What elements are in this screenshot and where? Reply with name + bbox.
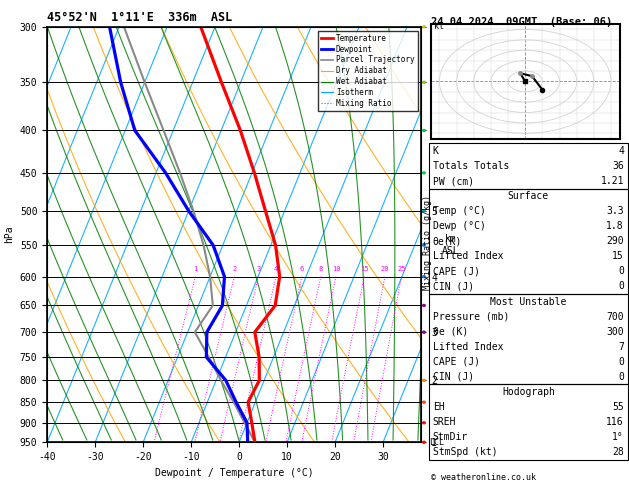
X-axis label: Dewpoint / Temperature (°C): Dewpoint / Temperature (°C) [155, 468, 314, 478]
Text: 3.3: 3.3 [606, 206, 624, 216]
Text: © weatheronline.co.uk: © weatheronline.co.uk [431, 473, 536, 482]
Text: 1.21: 1.21 [601, 176, 624, 186]
Text: 1: 1 [193, 266, 198, 272]
Text: 6: 6 [299, 266, 304, 272]
Text: 1.8: 1.8 [606, 221, 624, 231]
Text: 25: 25 [397, 266, 406, 272]
Y-axis label: km
ASL: km ASL [442, 235, 460, 256]
Text: 15: 15 [612, 251, 624, 261]
Text: Mixing Ratio (g/kg): Mixing Ratio (g/kg) [423, 195, 432, 291]
Text: LCL: LCL [429, 438, 444, 447]
Text: Totals Totals: Totals Totals [433, 161, 509, 171]
Text: 700: 700 [606, 312, 624, 322]
Text: Lifted Index: Lifted Index [433, 251, 503, 261]
Text: 28: 28 [612, 447, 624, 457]
Text: 1°: 1° [612, 432, 624, 442]
Text: 3: 3 [256, 266, 260, 272]
Text: 116: 116 [606, 417, 624, 427]
Text: Surface: Surface [508, 191, 549, 201]
Text: CAPE (J): CAPE (J) [433, 357, 480, 367]
Legend: Temperature, Dewpoint, Parcel Trajectory, Dry Adiabat, Wet Adiabat, Isotherm, Mi: Temperature, Dewpoint, Parcel Trajectory… [318, 31, 418, 111]
Text: PW (cm): PW (cm) [433, 176, 474, 186]
Text: CAPE (J): CAPE (J) [433, 266, 480, 277]
Text: SREH: SREH [433, 417, 456, 427]
Text: 0: 0 [618, 357, 624, 367]
Text: 45°52'N  1°11'E  336m  ASL: 45°52'N 1°11'E 336m ASL [47, 11, 233, 24]
Text: 20: 20 [381, 266, 389, 272]
Text: Hodograph: Hodograph [502, 387, 555, 397]
Text: EH: EH [433, 402, 445, 412]
Text: 0: 0 [618, 281, 624, 292]
Text: 4: 4 [618, 146, 624, 156]
Text: 36: 36 [612, 161, 624, 171]
Text: 7: 7 [618, 342, 624, 352]
Text: CIN (J): CIN (J) [433, 372, 474, 382]
Text: Temp (°C): Temp (°C) [433, 206, 486, 216]
Text: CIN (J): CIN (J) [433, 281, 474, 292]
Text: 55: 55 [612, 402, 624, 412]
Y-axis label: hPa: hPa [4, 226, 14, 243]
Text: θe (K): θe (K) [433, 327, 468, 337]
Text: θe(K): θe(K) [433, 236, 462, 246]
Text: StmDir: StmDir [433, 432, 468, 442]
Text: 290: 290 [606, 236, 624, 246]
Text: 0: 0 [618, 372, 624, 382]
Text: 4: 4 [274, 266, 278, 272]
Text: K: K [433, 146, 438, 156]
Text: 300: 300 [606, 327, 624, 337]
Text: 8: 8 [319, 266, 323, 272]
Text: Pressure (mb): Pressure (mb) [433, 312, 509, 322]
Text: StmSpd (kt): StmSpd (kt) [433, 447, 498, 457]
Text: Most Unstable: Most Unstable [490, 296, 567, 307]
Text: kt: kt [434, 22, 444, 32]
Text: Dewp (°C): Dewp (°C) [433, 221, 486, 231]
Text: 0: 0 [618, 266, 624, 277]
Text: 24.04.2024  09GMT  (Base: 06): 24.04.2024 09GMT (Base: 06) [431, 17, 612, 27]
Text: 15: 15 [360, 266, 369, 272]
Text: 10: 10 [331, 266, 340, 272]
Text: Lifted Index: Lifted Index [433, 342, 503, 352]
Text: 2: 2 [232, 266, 237, 272]
